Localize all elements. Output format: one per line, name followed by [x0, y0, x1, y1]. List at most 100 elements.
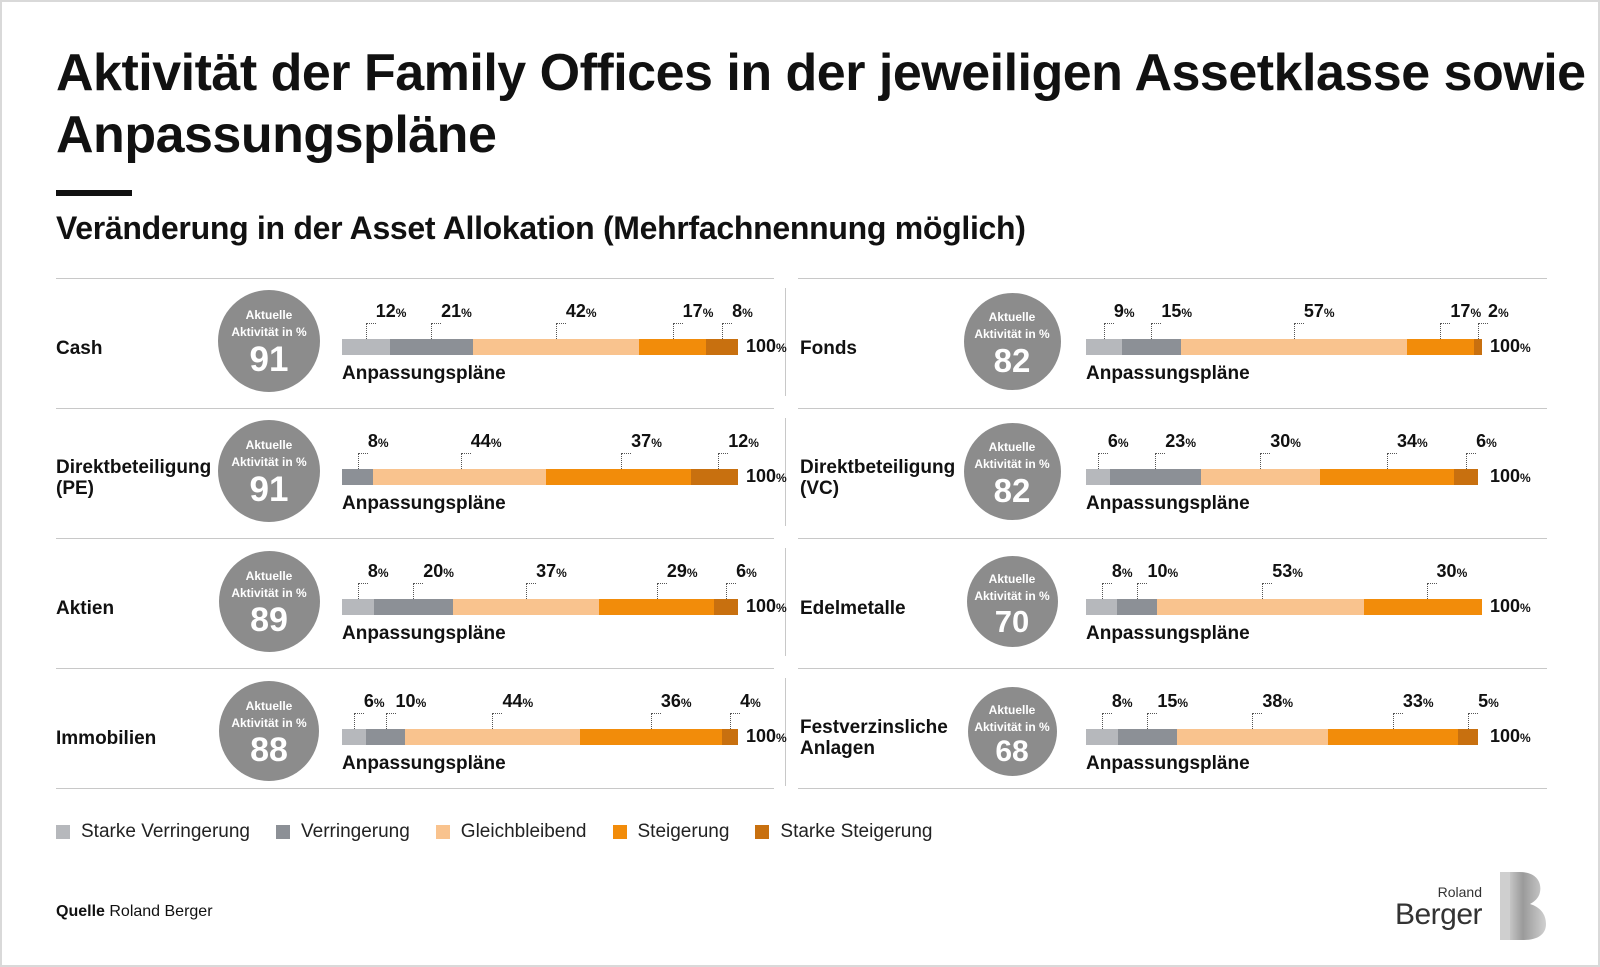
bar-segment-gleichbleibend — [373, 469, 546, 485]
bar-segment-gleichbleibend — [1181, 339, 1407, 355]
value-leader-line — [730, 713, 732, 729]
bar-segment-verringerung — [389, 339, 473, 355]
value-leader-line — [555, 323, 557, 339]
column-divider — [785, 288, 786, 396]
value-percent-sign: % — [443, 566, 454, 580]
value-percent-sign: % — [680, 696, 692, 710]
source-text: Roland Berger — [109, 903, 213, 920]
panel-festverzinsliche-anlagen: Festverzinsliche Anlagen Aktuelle Aktivit… — [800, 673, 1535, 803]
value-leader-line — [413, 583, 415, 599]
value-number: 12 — [375, 301, 396, 321]
bar-segment-gleichbleibend — [1156, 599, 1365, 615]
value-number: 4 — [740, 691, 751, 711]
value-label: 44% — [471, 430, 502, 452]
value-leader-line — [1137, 583, 1139, 599]
value-label: 37% — [631, 430, 662, 452]
value-leader-line — [1151, 323, 1153, 339]
asset-class-label: Aktien — [56, 597, 115, 619]
bar-segment-verringerung — [373, 599, 453, 615]
value-number: 23 — [1165, 431, 1186, 451]
legend-swatch — [276, 825, 290, 839]
value-percent-sign: % — [1121, 696, 1133, 710]
bar-segment-starke-steigerung — [706, 339, 738, 355]
value-percent-sign: % — [490, 436, 502, 450]
activity-caption: Aktuelle Aktivität in % — [974, 571, 1050, 603]
total-label: 100% — [746, 335, 787, 359]
source-note: Quelle Roland Berger — [56, 902, 213, 922]
bar-caption: Anpassungspläne — [1086, 363, 1250, 384]
value-leader-line — [1147, 713, 1149, 729]
value-label: 20% — [423, 560, 454, 582]
value-leader-line — [726, 583, 728, 599]
value-label: 9% — [1114, 300, 1135, 322]
source-label: Quelle — [56, 903, 105, 920]
value-number: 33 — [1402, 691, 1423, 711]
bar-segment-gleichbleibend — [472, 339, 639, 355]
value-percent-sign: % — [1282, 696, 1294, 710]
row-divider-left — [56, 538, 774, 539]
value-percent-sign: % — [686, 566, 698, 580]
chart-title: Aktivität der Family Offices in der jewe… — [56, 44, 1586, 164]
legend-swatch — [612, 825, 627, 839]
bar-segment-starke-steigerung — [1458, 729, 1478, 745]
value-number: 10 — [1147, 561, 1168, 581]
bar-segment-steigerung — [1364, 599, 1482, 615]
legend-swatch — [435, 825, 450, 839]
value-leader-tick — [353, 713, 364, 714]
value-leader-line — [1468, 713, 1470, 729]
activity-value: 91 — [249, 340, 289, 379]
activity-caption: Aktuelle Aktivität in % — [231, 699, 307, 730]
activity-circle: Aktuelle Aktivität in % 70 — [966, 555, 1058, 647]
stacked-bar — [342, 729, 738, 745]
bar-segment-starke-steigerung — [714, 599, 738, 615]
asset-class-label: Direktbeteiligung (VC) — [800, 457, 956, 499]
value-leader-tick — [555, 323, 566, 324]
bar-caption: Anpassungspläne — [342, 623, 506, 644]
value-label: 37% — [536, 560, 567, 582]
legend-item-steigerung: Steigerung — [612, 821, 730, 843]
legend-label: Steigerung — [637, 821, 730, 842]
value-percent-sign: % — [1121, 566, 1133, 580]
logo-text-roland: Roland — [1437, 884, 1482, 900]
bar-segment-steigerung — [599, 599, 715, 615]
value-number: 8 — [1111, 561, 1122, 581]
bar-caption: Anpassungspläne — [1086, 493, 1250, 514]
value-number: 36 — [660, 691, 681, 711]
value-leader-tick — [431, 323, 442, 324]
value-leader-line — [1252, 713, 1254, 729]
value-percent-sign: % — [377, 436, 389, 450]
value-leader-tick — [1468, 713, 1479, 714]
asset-class-label: Direktbeteiligung (PE) — [56, 457, 212, 499]
value-percent-sign: % — [461, 306, 472, 320]
bar-segment-verringerung — [1109, 469, 1201, 485]
bar-segment-starke-verringerung — [342, 729, 366, 745]
activity-caption: Aktuelle Aktivität in % — [974, 702, 1050, 734]
total-number: 100 — [1490, 466, 1521, 486]
panel-immobilien: Immobilien Aktuelle Aktivität in % 88 6% 10%… — [56, 673, 791, 803]
legend-label: Verringerung — [301, 821, 410, 842]
value-leader-tick — [718, 453, 729, 454]
value-label: 10% — [1147, 560, 1178, 582]
total-percent-sign: % — [1520, 731, 1531, 745]
bar-caption: Anpassungspläne — [1086, 753, 1250, 774]
asset-class-label: Fonds — [800, 337, 857, 359]
value-label: 6% — [1476, 430, 1497, 452]
value-leader-line — [1097, 453, 1099, 469]
legend-swatch — [56, 825, 70, 839]
asset-class-label: Cash — [56, 337, 103, 359]
value-number: 17 — [682, 301, 703, 321]
value-number: 37 — [631, 431, 652, 451]
total-number: 100 — [1490, 596, 1521, 616]
stacked-bar — [1086, 469, 1482, 485]
value-number: 8 — [1111, 691, 1122, 711]
value-percent-sign: % — [750, 696, 761, 710]
bar-caption: Anpassungspläne — [342, 363, 506, 384]
value-number: 30 — [1270, 431, 1291, 451]
value-leader-tick — [1252, 713, 1263, 714]
value-number: 44 — [470, 431, 491, 451]
value-number: 15 — [1161, 301, 1182, 321]
value-leader-line — [1392, 713, 1394, 729]
value-number: 42 — [565, 301, 586, 321]
value-leader-line — [357, 583, 359, 599]
value-percent-sign: % — [1181, 306, 1193, 320]
